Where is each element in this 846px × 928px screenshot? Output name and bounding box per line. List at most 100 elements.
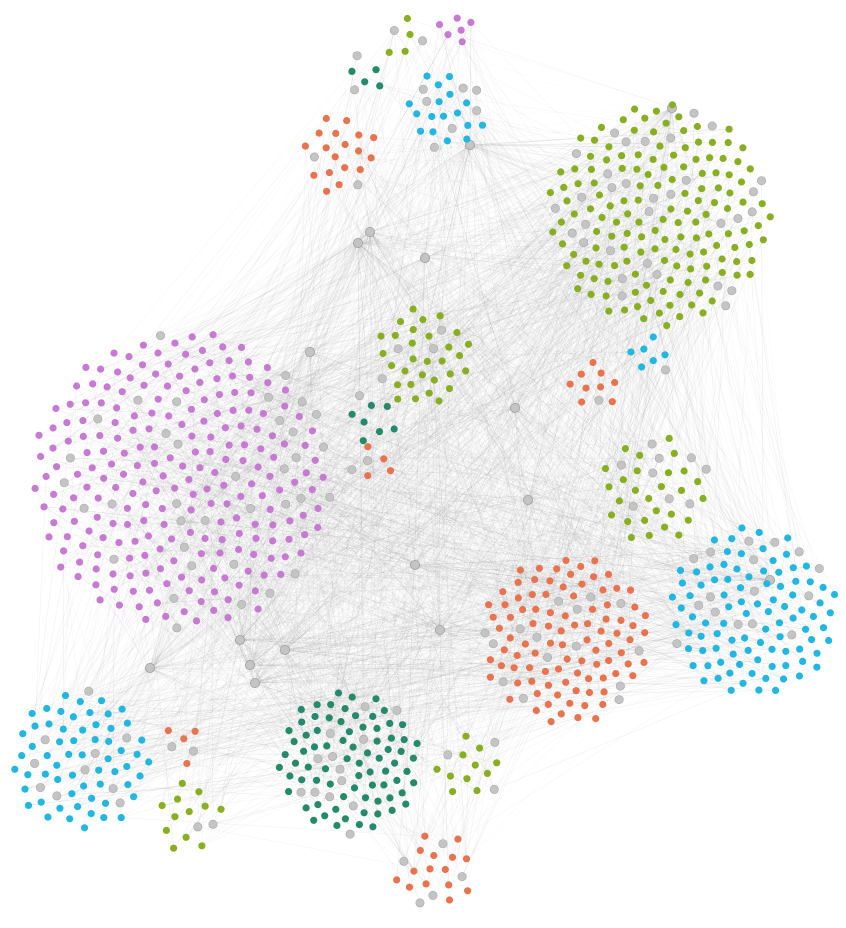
edge bbox=[249, 365, 392, 666]
edge bbox=[396, 672, 730, 781]
edge bbox=[459, 351, 631, 356]
edge bbox=[271, 558, 441, 631]
edge bbox=[301, 200, 639, 780]
edge bbox=[369, 231, 622, 466]
edge bbox=[257, 466, 314, 821]
edge bbox=[139, 606, 251, 666]
edge bbox=[77, 133, 336, 577]
edge bbox=[254, 222, 617, 684]
edge bbox=[504, 481, 698, 605]
edge bbox=[549, 498, 670, 582]
edge bbox=[95, 232, 573, 585]
edge bbox=[424, 257, 594, 363]
edge bbox=[204, 399, 431, 869]
edge bbox=[377, 188, 702, 814]
edge bbox=[171, 130, 635, 540]
edge bbox=[250, 508, 416, 566]
edge bbox=[165, 308, 414, 434]
edge bbox=[232, 375, 285, 407]
edge bbox=[369, 231, 718, 634]
edge bbox=[434, 380, 441, 631]
edge bbox=[284, 649, 444, 844]
edge bbox=[357, 242, 608, 605]
edge bbox=[68, 155, 622, 755]
edge bbox=[513, 261, 587, 668]
edge bbox=[239, 230, 745, 641]
edge bbox=[449, 94, 516, 409]
edge bbox=[323, 257, 426, 478]
edge bbox=[60, 711, 69, 755]
edge bbox=[414, 564, 729, 607]
edge bbox=[563, 187, 628, 214]
edge bbox=[191, 305, 726, 437]
edge bbox=[170, 248, 656, 459]
edge bbox=[239, 443, 653, 641]
edge bbox=[154, 463, 214, 611]
edge bbox=[68, 248, 656, 442]
edge bbox=[163, 475, 591, 598]
edge bbox=[555, 179, 673, 209]
edge bbox=[114, 517, 237, 772]
edge bbox=[137, 173, 608, 466]
edge bbox=[434, 187, 719, 381]
edge bbox=[359, 257, 426, 825]
edge bbox=[132, 401, 177, 431]
edge bbox=[133, 591, 478, 791]
edge bbox=[127, 524, 755, 592]
edge bbox=[565, 265, 677, 683]
edge bbox=[469, 144, 743, 529]
edge bbox=[309, 351, 428, 362]
edge bbox=[285, 375, 450, 389]
edge bbox=[558, 233, 628, 670]
edge bbox=[595, 648, 717, 651]
edge bbox=[424, 140, 448, 837]
edge bbox=[195, 451, 564, 588]
edge bbox=[416, 407, 516, 744]
edge bbox=[242, 208, 556, 461]
edge bbox=[510, 579, 771, 639]
edge bbox=[171, 675, 633, 747]
edge bbox=[605, 282, 689, 469]
edge bbox=[470, 22, 558, 696]
edge bbox=[590, 146, 661, 598]
edge bbox=[459, 260, 665, 356]
edge bbox=[155, 373, 645, 521]
edge bbox=[590, 294, 653, 445]
edge bbox=[192, 336, 451, 375]
edge bbox=[224, 577, 620, 700]
edge bbox=[284, 649, 295, 742]
edge bbox=[198, 664, 251, 792]
edge bbox=[185, 390, 251, 666]
edge bbox=[284, 242, 359, 444]
edge bbox=[326, 128, 453, 746]
edge bbox=[89, 682, 256, 713]
edge bbox=[736, 261, 742, 602]
edge bbox=[132, 332, 457, 431]
edge bbox=[34, 476, 47, 727]
edge bbox=[284, 649, 356, 716]
edge bbox=[60, 566, 533, 595]
edge bbox=[38, 144, 471, 436]
edge bbox=[288, 539, 824, 628]
edge bbox=[258, 466, 634, 626]
edge bbox=[470, 22, 702, 637]
edge bbox=[182, 632, 486, 784]
edge bbox=[527, 137, 671, 501]
edge bbox=[295, 731, 350, 764]
edge bbox=[148, 389, 286, 763]
edge bbox=[468, 344, 728, 580]
edge bbox=[456, 332, 577, 691]
edge bbox=[225, 458, 384, 460]
edge bbox=[224, 577, 448, 756]
edge bbox=[254, 629, 441, 684]
edge bbox=[402, 261, 587, 793]
edge bbox=[432, 131, 443, 362]
edge bbox=[129, 242, 359, 576]
edge bbox=[161, 738, 184, 806]
edge bbox=[583, 242, 707, 267]
edge bbox=[226, 503, 415, 872]
edge bbox=[85, 155, 674, 403]
edge bbox=[130, 144, 471, 379]
edge bbox=[121, 233, 729, 710]
edge bbox=[462, 41, 581, 276]
